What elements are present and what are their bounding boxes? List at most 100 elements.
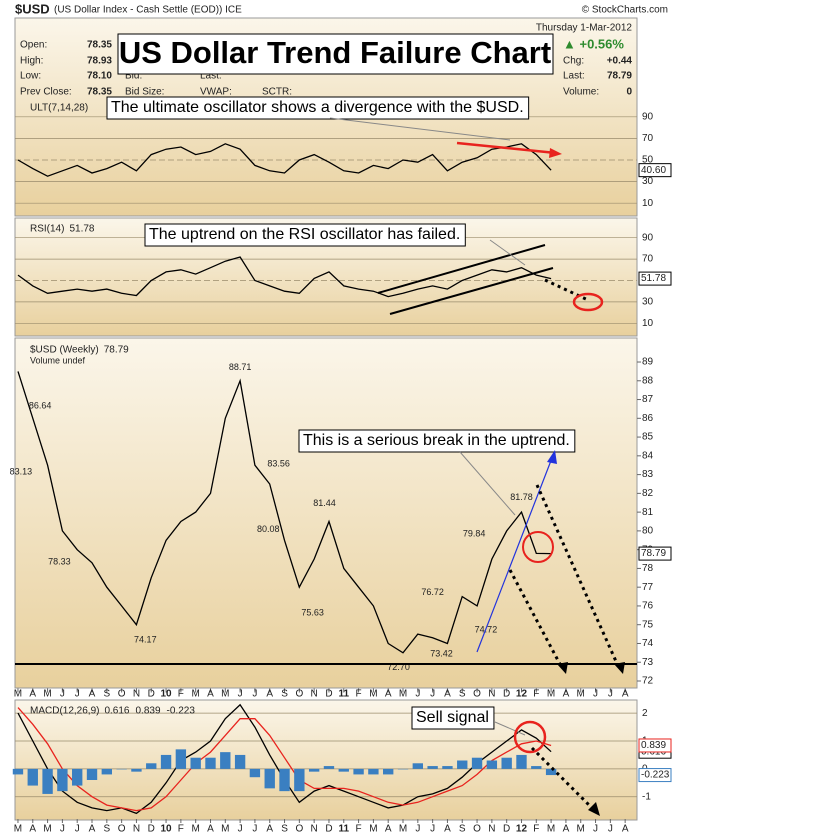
divergence-arrow <box>456 141 557 155</box>
callout-line <box>494 721 526 736</box>
histogram-bar <box>234 754 246 769</box>
quote-value: 78.35 <box>87 87 112 98</box>
legend-value: 78.79 <box>104 345 129 356</box>
trend-line <box>377 244 546 294</box>
x-tick-label: J <box>415 824 420 835</box>
x-tick-label: A <box>207 689 214 700</box>
arrow-head <box>549 148 562 158</box>
dotted-arrow <box>535 484 621 669</box>
legend-value: 51.78 <box>69 224 94 235</box>
symbol: $USD <box>15 1 50 16</box>
series-line <box>17 256 552 298</box>
quote-label: Open: <box>20 40 47 51</box>
x-tick-label: O <box>118 689 126 700</box>
x-tick-label: N <box>311 824 318 835</box>
quote-value: 78.35 <box>87 40 112 51</box>
x-tick-label: 11 <box>338 824 349 835</box>
y-tick-label: 86 <box>642 413 654 424</box>
last-value-label: 78.79 <box>641 548 666 559</box>
annotation: This is a serious break in the uptrend. <box>303 432 570 449</box>
histogram-bar <box>42 768 53 794</box>
x-tick-label: A <box>385 824 392 835</box>
x-tick-label: N <box>133 689 140 700</box>
x-tick-label: A <box>444 824 451 835</box>
change-pct: ▲ +0.56% <box>563 36 624 51</box>
series-line <box>17 707 552 812</box>
histogram-bar <box>457 760 468 769</box>
histogram-bar <box>72 768 83 786</box>
x-tick-label: F <box>356 824 362 835</box>
x-tick-label: J <box>75 689 80 700</box>
x-tick-label: J <box>415 689 420 700</box>
y-tick-label: 50 <box>642 155 654 166</box>
x-tick-label: A <box>29 689 36 700</box>
last-value-box <box>638 738 672 753</box>
x-tick-label: D <box>148 689 155 700</box>
x-tick-label: D <box>503 824 510 835</box>
x-tick-label: 10 <box>160 824 172 835</box>
x-tick-label: O <box>295 689 303 700</box>
arrow-head <box>588 802 600 816</box>
x-tick-label: J <box>430 824 435 835</box>
legend-value: -0.223 <box>167 706 196 717</box>
x-tick-label: M <box>43 824 51 835</box>
point-label: 78.33 <box>48 557 71 567</box>
annotation-box <box>411 706 495 730</box>
histogram-bar <box>486 760 498 769</box>
x-tick-label: S <box>459 689 466 700</box>
x-tick-label: J <box>593 824 598 835</box>
legend-name: RSI(14) <box>30 224 64 235</box>
histogram-bar <box>279 768 290 792</box>
quote-label: Last: <box>563 71 585 82</box>
histogram-bar <box>57 768 68 792</box>
annotation-box <box>144 223 466 247</box>
point-label: 83.56 <box>267 458 290 468</box>
x-tick-label: N <box>133 824 140 835</box>
x-tick-label: A <box>89 824 96 835</box>
x-tick-label: A <box>266 824 273 835</box>
x-tick-label: O <box>118 824 126 835</box>
trend-line <box>389 267 554 315</box>
last-value-box <box>638 768 672 783</box>
x-tick-label: J <box>252 824 257 835</box>
histogram-bar <box>116 768 127 770</box>
y-tick-label: 76 <box>642 601 654 612</box>
x-tick-label: A <box>207 824 214 835</box>
y-tick-label: 2 <box>642 708 648 719</box>
x-tick-label: M <box>221 824 229 835</box>
point-label: 80.08 <box>257 524 280 534</box>
y-tick-label: -1 <box>642 791 651 802</box>
histogram-bar <box>160 754 172 769</box>
y-tick-label: 75 <box>642 619 654 630</box>
x-tick-label: J <box>60 689 65 700</box>
plot-layer: 10 30 50 70 90 40.60 ULT(7,14,28) The ultimate … <box>10 96 672 835</box>
y-tick-label: 30 <box>642 297 654 308</box>
histogram-bar <box>190 757 201 769</box>
y-tick-label: 70 <box>642 254 654 265</box>
x-tick-label: M <box>221 689 229 700</box>
last-value-label: -0.223 <box>641 770 670 781</box>
x-tick-label: A <box>385 689 392 700</box>
x-tick-label: S <box>103 824 110 835</box>
y-tick-label: 90 <box>642 111 654 122</box>
point-label: 72.70 <box>387 662 410 672</box>
series-line <box>17 371 552 654</box>
uptrend-line <box>476 457 553 653</box>
y-tick-label: 10 <box>642 198 654 209</box>
x-tick-label: M <box>369 824 377 835</box>
x-tick-label: D <box>325 824 332 835</box>
x-tick-label: J <box>60 824 65 835</box>
histogram-bar <box>368 768 379 775</box>
quote-label: Prev Close: <box>20 87 72 98</box>
histogram-bar <box>412 763 424 769</box>
date: Thursday 1-Mar-2012 <box>536 23 633 34</box>
x-tick-label: D <box>325 689 332 700</box>
x-tick-label: D <box>148 824 155 835</box>
histogram-bar <box>27 768 38 786</box>
circle <box>522 531 554 563</box>
histogram-bar <box>353 768 364 775</box>
histogram-bar <box>471 757 483 769</box>
x-tick-label: J <box>430 689 435 700</box>
arrow-head <box>557 662 568 674</box>
